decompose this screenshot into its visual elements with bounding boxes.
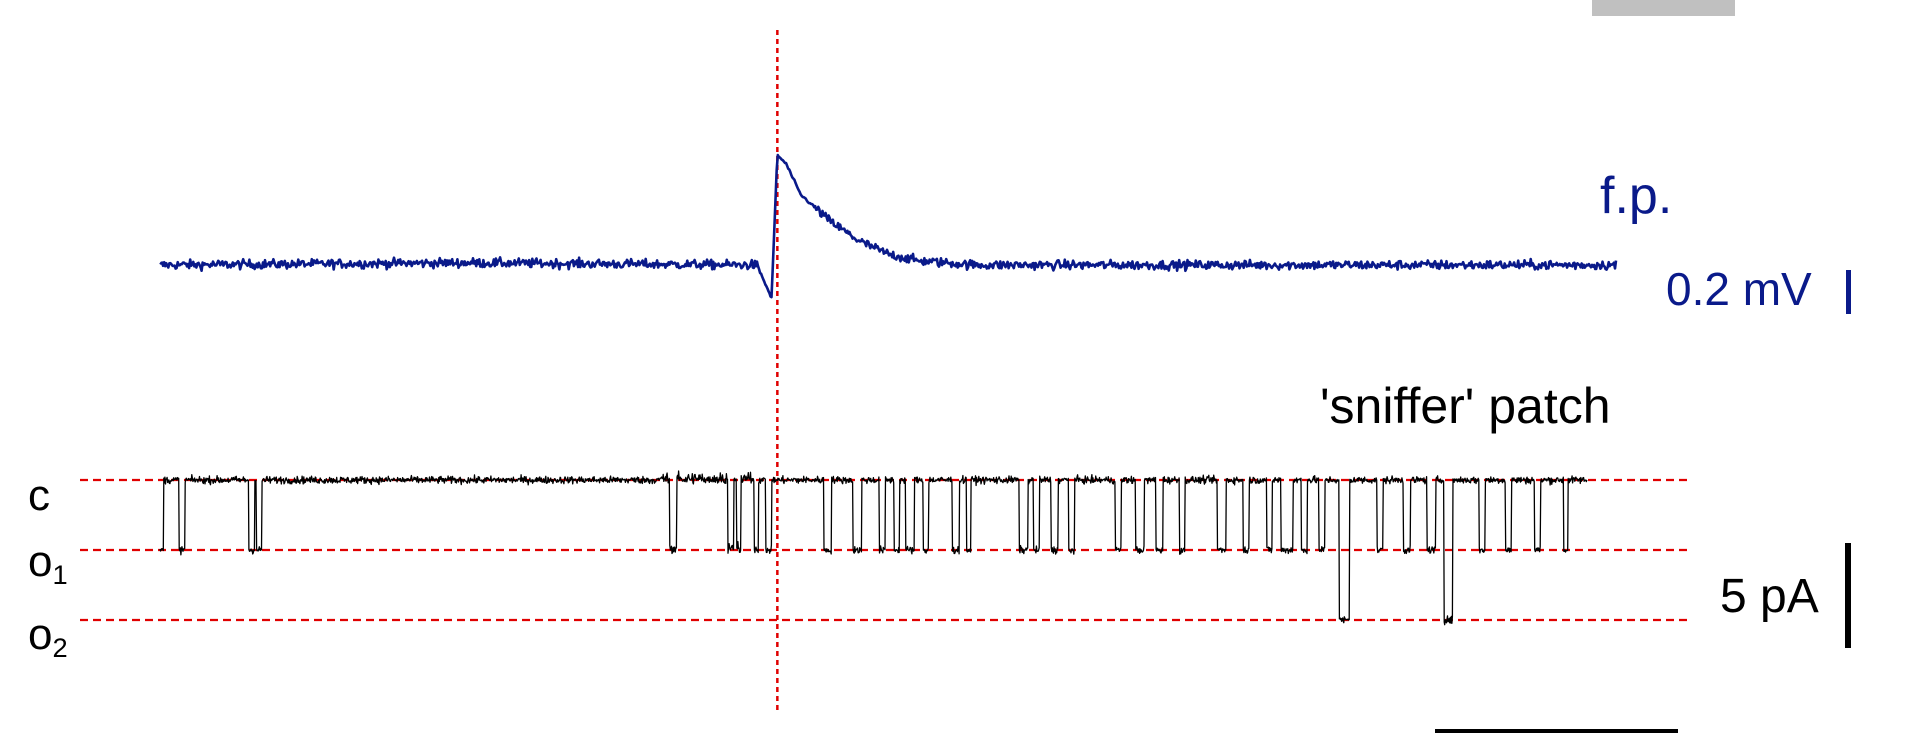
top-scale-bar	[1592, 0, 1735, 16]
field-potential-trace	[159, 153, 1618, 299]
time-scale-bar	[1435, 729, 1678, 733]
fp-trace-label: f.p.	[1600, 167, 1673, 225]
level-label-open-2: o2	[28, 610, 68, 664]
patch-trace-path	[159, 470, 1588, 626]
sniffer-patch-trace	[159, 470, 1588, 626]
patch-trace-label: 'sniffer' patch	[1320, 378, 1611, 434]
fp-scale-label: 0.2 mV	[1666, 263, 1812, 315]
fp-scale-bar	[1846, 270, 1851, 314]
fp-trace-path	[159, 153, 1618, 299]
patch-scale-label: 5 pA	[1720, 570, 1819, 623]
level-label-closed: c	[28, 471, 50, 520]
patch-scale-bar	[1845, 543, 1851, 648]
level-label-open-1: o1	[28, 537, 68, 591]
